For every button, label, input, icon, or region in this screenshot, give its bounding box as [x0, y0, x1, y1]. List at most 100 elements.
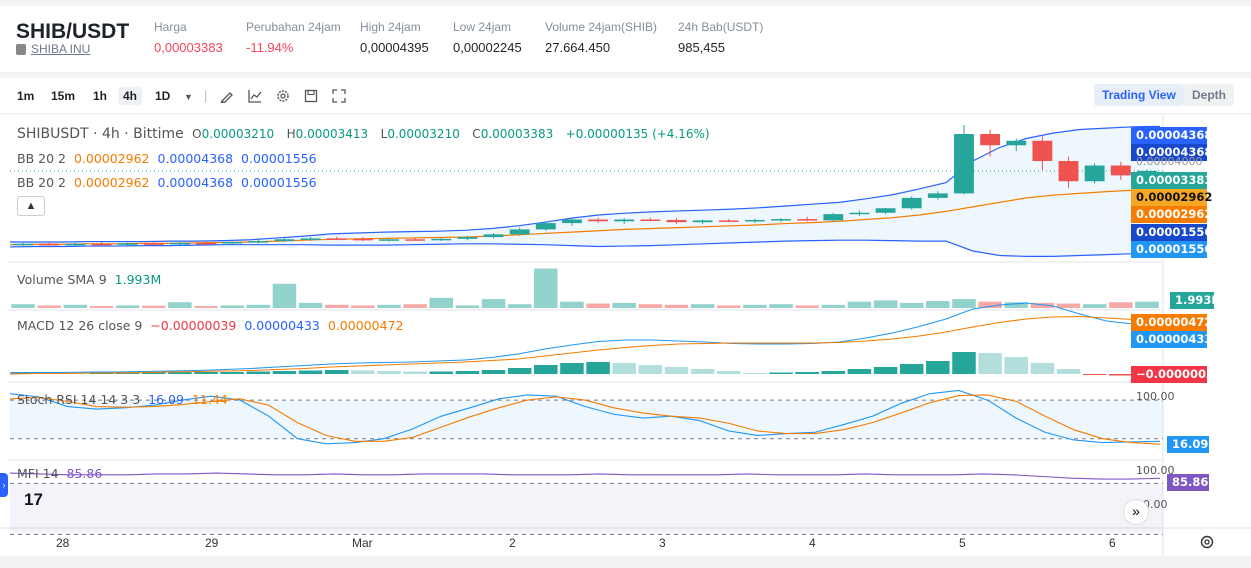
macd-hist-bar	[612, 363, 636, 374]
volume-bar	[1135, 301, 1159, 308]
macd-hist-bar	[194, 372, 218, 374]
stoch-axis-tick: 100.00	[1136, 390, 1175, 403]
timeframe-4h[interactable]: 4h	[118, 87, 143, 105]
time-label: 5	[959, 536, 966, 550]
sidebar-toggle-icon[interactable]: ›	[0, 473, 8, 497]
volume-bar	[1004, 302, 1029, 308]
stoch-k: 16.09	[148, 392, 184, 407]
candle-body	[666, 219, 687, 223]
macd-hist-bar	[1056, 369, 1081, 374]
bb-lower: 0.00001556	[241, 151, 317, 166]
time-label: 3	[659, 536, 666, 550]
volume-bar	[89, 306, 114, 308]
macd-hist-bar	[978, 353, 1002, 374]
candle-body	[718, 220, 739, 222]
candle-body	[1006, 140, 1027, 146]
bb-upper-price-label: 0.00004368	[1131, 144, 1212, 161]
volume-bar	[351, 305, 375, 308]
chart-canvas[interactable]	[0, 78, 1251, 556]
volume-bar	[377, 304, 401, 308]
macd-hist-bar	[873, 367, 898, 374]
timeframe-1d[interactable]: 1D	[155, 89, 171, 103]
volume-bar	[11, 304, 35, 308]
collapse-legend-button[interactable]: ▲	[17, 196, 45, 216]
bb-lower: 0.00001556	[241, 175, 317, 190]
volume-bar	[1109, 302, 1133, 308]
gear-icon[interactable]	[276, 89, 290, 103]
save-icon[interactable]	[304, 89, 318, 103]
pair-title: SHIB/USDT	[16, 20, 130, 43]
timeframe-1h[interactable]: 1h	[93, 89, 108, 103]
volume-bar	[455, 305, 480, 308]
candle-body	[457, 237, 478, 239]
candle-body	[300, 238, 321, 240]
time-label: 6	[1109, 536, 1116, 550]
volume-bar	[194, 306, 218, 308]
macd-hist-bar	[455, 371, 480, 374]
macd-hist-bar	[481, 370, 506, 374]
stat-low: Low 24jam 0,00002245	[453, 20, 522, 55]
stat-high: High 24jam 0,00004395	[360, 20, 429, 55]
stat-price: Harga 0,00003383	[154, 20, 223, 55]
tab-trading-view[interactable]: Trading View	[1094, 84, 1184, 106]
candle-body	[1058, 161, 1079, 182]
chart-panel: 1m 15m 1h 4h 1D ▼ | Trading View Depth S…	[0, 78, 1251, 556]
macd-pane	[9, 302, 1161, 376]
stat-value: 27.664.450	[545, 40, 611, 55]
bb-upper: 0.00004368	[157, 151, 234, 166]
mfi-axis-tick: 100.00	[1136, 464, 1175, 477]
candle-body	[91, 243, 112, 246]
volume-bar	[899, 302, 924, 308]
macd-hist-bar	[1030, 363, 1055, 374]
macd-hist-bar	[560, 363, 584, 374]
volume-bar	[638, 304, 663, 308]
chart-line-icon[interactable]	[248, 89, 262, 103]
scroll-to-realtime-button[interactable]: »	[1123, 499, 1149, 525]
macd-hist-bar	[769, 372, 793, 374]
ohlc-c-label: C	[472, 127, 481, 141]
timeframe-1m[interactable]: 1m	[17, 89, 35, 103]
candle-body	[901, 197, 922, 209]
coin-name-link[interactable]: SHIBA INU	[31, 42, 91, 56]
bb-basis-price-label: 0.00002962	[1131, 189, 1212, 206]
candle-body	[980, 134, 1001, 146]
macd-name: MACD 12 26 close 9	[17, 318, 143, 333]
stoch-legend: Stoch RSI 14 14 3 3 16.09 11.44	[17, 392, 232, 407]
close-price-label: 0.00003383	[1131, 172, 1212, 189]
candle-body	[771, 219, 791, 221]
volume-bar	[664, 304, 689, 308]
volume-bar	[821, 304, 846, 308]
gear-icon[interactable]	[1199, 534, 1215, 550]
volume-bar	[586, 303, 610, 308]
candle-body	[614, 219, 635, 222]
bb-basis: 0.00002962	[73, 151, 150, 166]
ticker-header: SHIB/USDT SHIBA INU Harga 0,00003383 Per…	[0, 6, 1251, 72]
volume-bar	[1082, 304, 1107, 308]
volume-bar	[507, 304, 532, 308]
price-axis-tick: 0.00004000	[1136, 155, 1203, 168]
candle-body	[823, 214, 844, 221]
tab-depth[interactable]: Depth	[1184, 84, 1234, 106]
candle-body	[640, 219, 661, 221]
symbol-label: SHIBUSDT · 4h · Bittime	[17, 126, 184, 142]
candle-body	[849, 212, 870, 215]
stat-quote-volume: 24h Bab(USDT) 985,455	[678, 20, 763, 55]
timeframe-15m[interactable]: 15m	[51, 89, 76, 103]
macd-hist-bar	[141, 372, 166, 374]
candle-body	[692, 220, 713, 223]
mfi-legend: MFI 14 85.86	[17, 466, 106, 481]
macd-hist-bar	[324, 370, 349, 374]
stat-label: Perubahan 24jam	[246, 20, 341, 34]
candle-body	[535, 223, 556, 230]
fullscreen-icon[interactable]	[332, 89, 346, 103]
chevron-down-icon[interactable]: ▼	[184, 92, 193, 102]
macd-hist-bar	[168, 372, 192, 374]
brush-icon[interactable]	[220, 89, 234, 103]
macd-hist-bar	[899, 364, 924, 374]
macd-hist-bar	[246, 371, 271, 374]
macd-hist: −0.00000039	[150, 318, 237, 333]
volume-bar	[795, 305, 819, 308]
candle-body	[875, 208, 896, 213]
macd-hist-bar	[429, 371, 454, 374]
macd-hist-bar	[534, 365, 558, 374]
